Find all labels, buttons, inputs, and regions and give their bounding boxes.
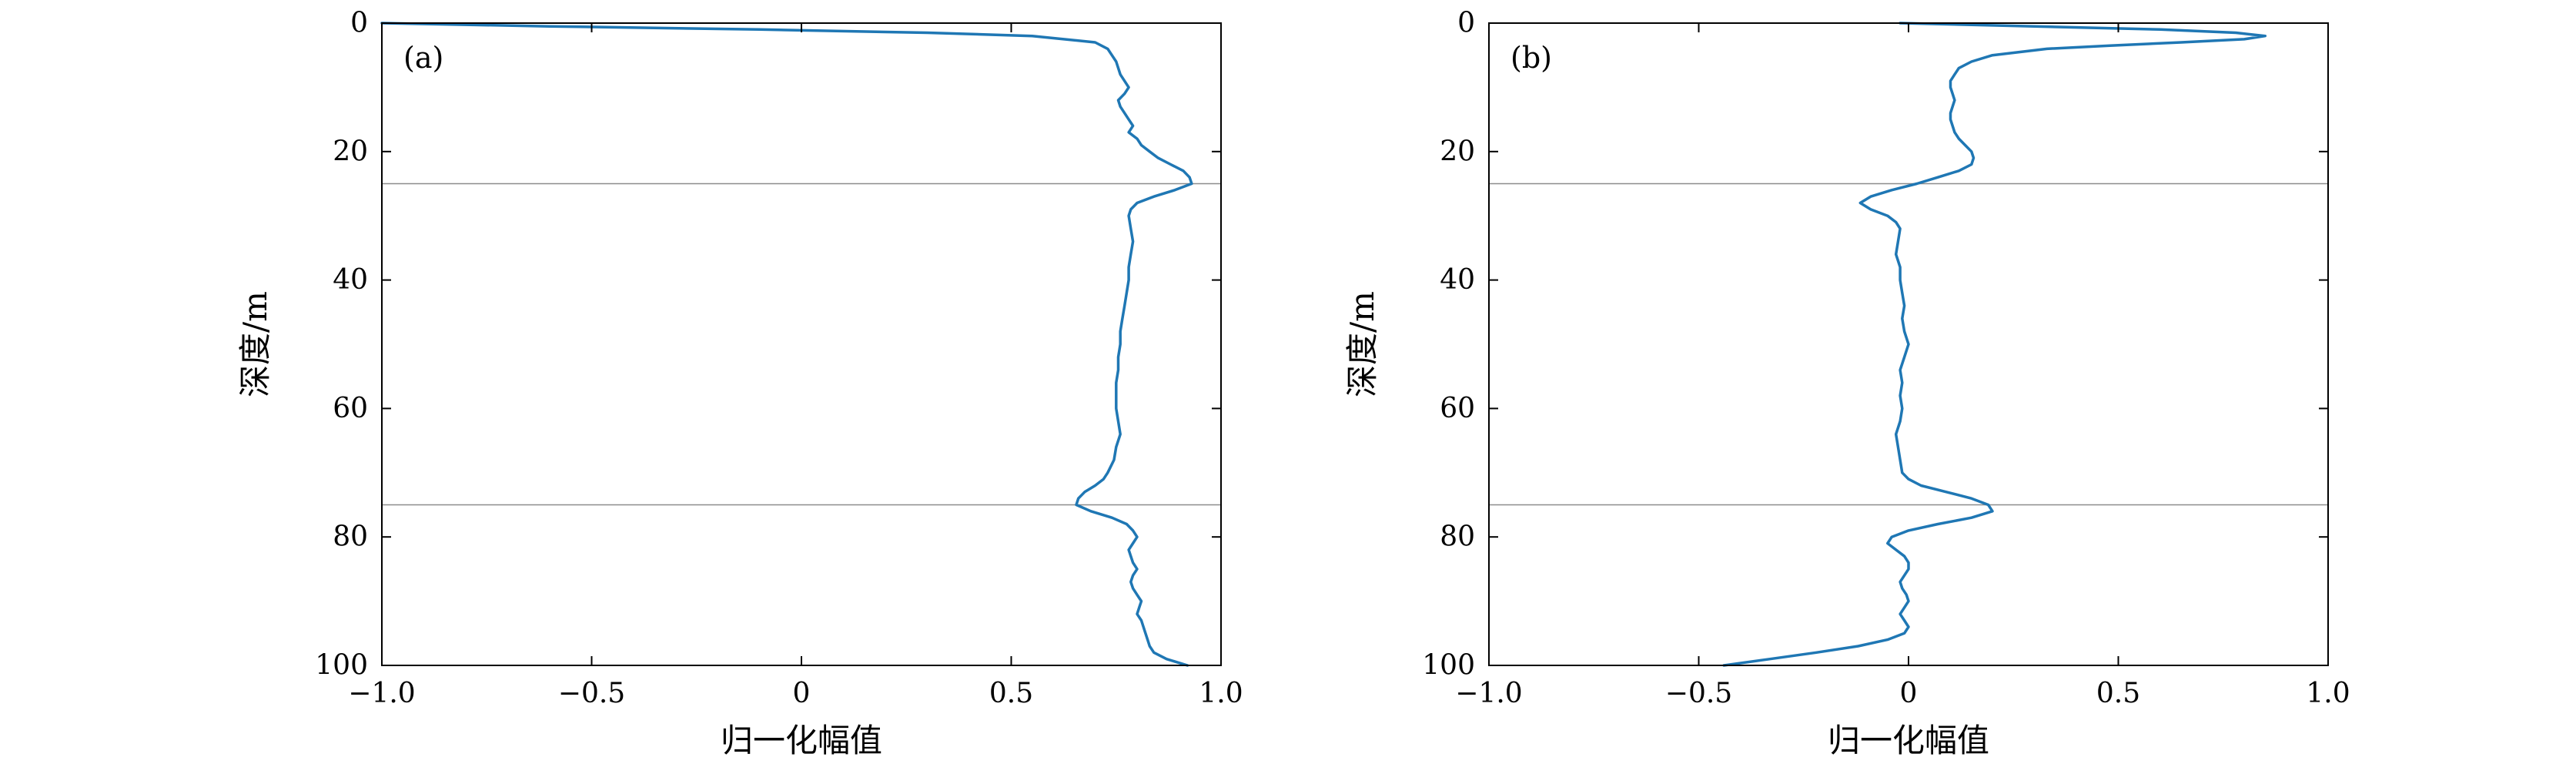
y-tick-label: 40 [333, 264, 368, 296]
chart-panel-b: −1.0 −0.5 0 0.5 1.0 0 20 40 60 80 100 归一化幅值 深度/m (b) [1343, 8, 2350, 760]
y-tick-label: 40 [1440, 264, 1475, 296]
chart-panel-a: −1.0 −0.5 0 0.5 1.0 0 20 40 60 80 100 归一化幅值 深度/m (a) [236, 8, 1243, 760]
y-tick-label: 0 [1457, 8, 1475, 39]
y-tick-label: 80 [333, 521, 368, 553]
panel-label: (b) [1510, 41, 1552, 75]
data-line [1722, 22, 2267, 667]
y-tick-label: 100 [315, 650, 368, 682]
y-axis-label: 深度/m [236, 291, 274, 397]
panel-label: (a) [403, 41, 443, 75]
x-tick-label: 0 [1900, 678, 1918, 709]
x-tick-label: 1.0 [2306, 678, 2350, 709]
x-axis-label: 归一化幅值 [721, 722, 882, 759]
plot-border [381, 22, 1222, 666]
y-tick-label: 100 [1422, 650, 1475, 682]
x-tick-label: 0.5 [989, 678, 1033, 709]
y-tick-label: 60 [1440, 393, 1475, 424]
y-axis-label: 深度/m [1343, 291, 1381, 397]
x-tick-label: 0.5 [2096, 678, 2140, 709]
y-tick-label: 20 [1440, 136, 1475, 167]
x-tick-label: −0.5 [1665, 678, 1732, 709]
y-tick-label: 60 [333, 393, 368, 424]
x-tick-label: −1.0 [348, 678, 415, 709]
data-line [380, 22, 1193, 667]
y-tick-label: 20 [333, 136, 368, 167]
x-tick-label: 1.0 [1199, 678, 1243, 709]
x-tick-label: −1.0 [1455, 678, 1522, 709]
y-tick-label: 0 [350, 8, 368, 39]
x-tick-label: 0 [793, 678, 811, 709]
x-tick-label: −0.5 [558, 678, 625, 709]
x-axis-label: 归一化幅值 [1828, 722, 1989, 759]
y-tick-label: 80 [1440, 521, 1475, 553]
